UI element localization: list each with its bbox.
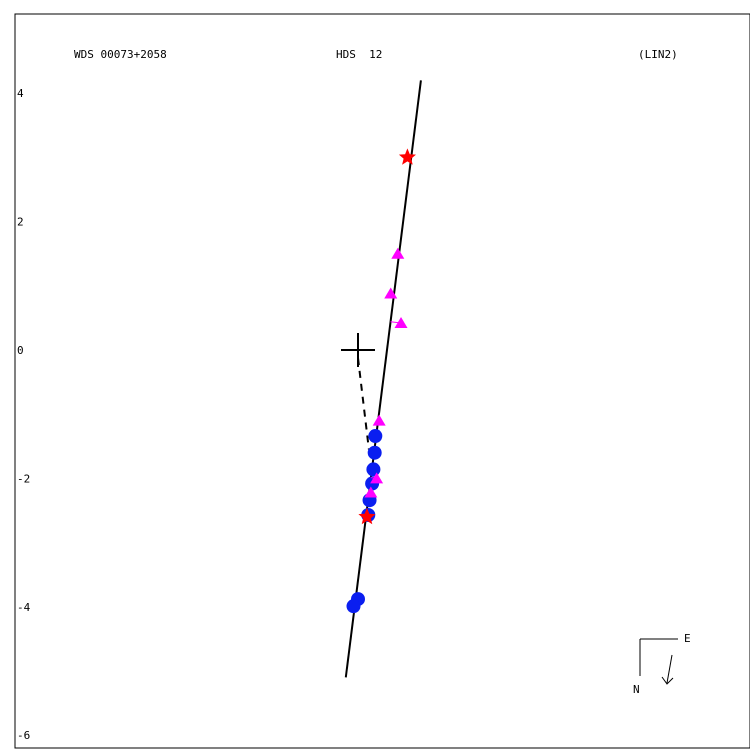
observation-triangle	[384, 287, 398, 299]
y-tick-label: 0	[17, 344, 24, 357]
y-axis-ticks: 4 2 0 -2 -4 -6	[17, 87, 31, 742]
observation-circle	[368, 429, 383, 444]
y-tick-label: -4	[17, 601, 31, 614]
observation-star	[398, 148, 416, 165]
header-wds-label: WDS 00073+2058	[74, 48, 167, 61]
orbit-marks	[341, 80, 422, 678]
observation-triangle	[391, 247, 405, 259]
plot-frame	[14, 13, 750, 749]
header-hds-label: HDS 12	[336, 48, 382, 61]
compass-east-label: E	[684, 632, 691, 645]
y-tick-label: 2	[17, 216, 24, 229]
motion-arrow-shaft	[666, 654, 673, 684]
compass-north-label: N	[633, 683, 640, 696]
observation-circle	[346, 599, 361, 614]
y-tick-label: 4	[17, 87, 24, 100]
y-tick-label: -2	[17, 472, 30, 485]
orbit-line	[344, 80, 422, 678]
motion-arrow-head-icon	[661, 676, 674, 685]
observation-triangle	[372, 414, 386, 426]
observation-triangle	[370, 472, 384, 484]
observation-triangle	[364, 486, 378, 498]
observation-star	[358, 507, 376, 525]
observation-circle	[366, 462, 381, 477]
compass: E N	[633, 632, 691, 696]
observation-triangle	[394, 317, 408, 329]
observation-circle	[367, 445, 382, 460]
header-catalog-label: (LIN2)	[638, 48, 678, 61]
dashed-link-line	[357, 357, 370, 450]
y-tick-label: -6	[17, 729, 30, 742]
